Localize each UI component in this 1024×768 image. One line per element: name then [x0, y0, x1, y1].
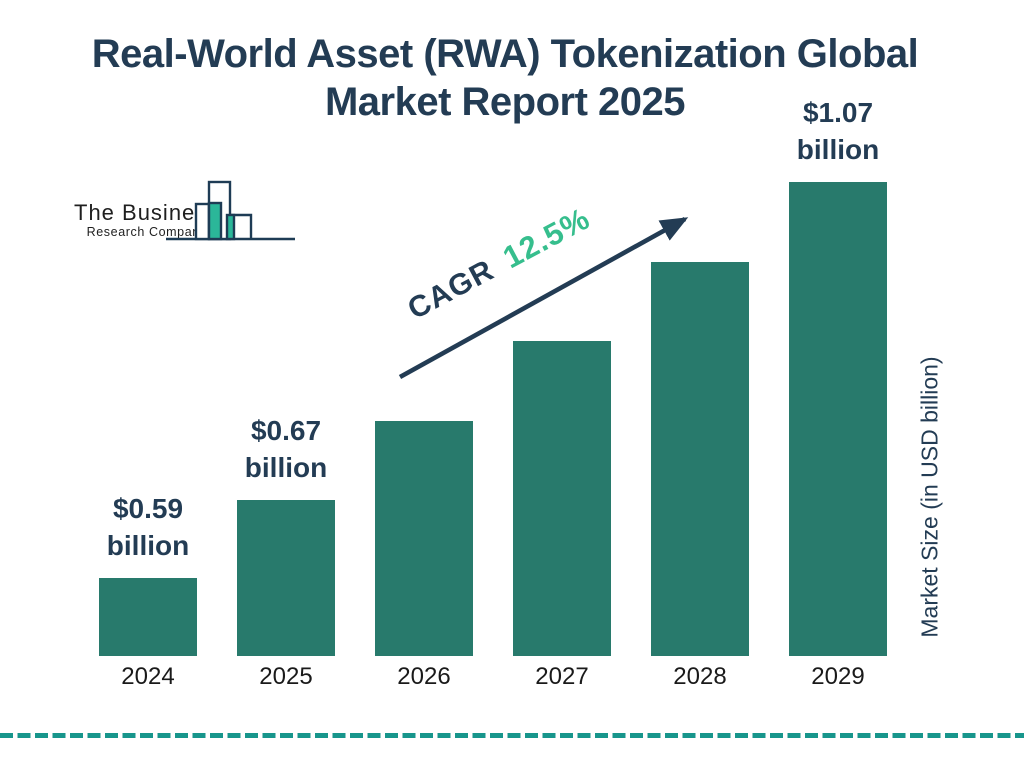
bar-2027: [513, 341, 611, 656]
x-tick-label-2029: 2029: [811, 663, 865, 690]
value-label-2025: $0.67 billion: [217, 412, 355, 486]
bar-2029: [789, 182, 887, 656]
page-title-line2: Market Report 2025: [324, 80, 686, 124]
x-tick-label-2027: 2027: [535, 663, 589, 690]
value-unit: billion: [796, 134, 880, 165]
page-title-line1: Real-World Asset (RWA) Tokenization Glob…: [91, 32, 919, 76]
x-tick-label-2024: 2024: [121, 663, 175, 690]
value-unit: billion: [106, 530, 190, 561]
value-amount: $0.59: [112, 493, 184, 524]
value-label-2024: $0.59 billion: [79, 490, 217, 564]
logo-subname-text: Research Company: [86, 225, 207, 239]
x-tick-label-2028: 2028: [673, 663, 727, 690]
bar-2028: [651, 262, 749, 656]
bar-2026: [375, 421, 473, 656]
bar-2025: [237, 500, 335, 656]
x-tick-label-2025: 2025: [259, 663, 313, 690]
bottom-dashed-divider: [0, 733, 1024, 738]
company-logo: The Business Research Company: [74, 200, 220, 240]
value-unit: billion: [244, 452, 328, 483]
bar-skyline-logo-icon: [166, 180, 295, 241]
value-label-2029: $1.07 billion: [769, 94, 907, 168]
logo-name-text: The Business: [74, 200, 220, 225]
growth-arrow-icon: [398, 216, 689, 380]
y-axis-label: Market Size (in USD billion): [916, 356, 943, 638]
bar-2024: [99, 578, 197, 656]
x-tick-label-2026: 2026: [397, 663, 451, 690]
value-amount: $1.07: [802, 97, 874, 128]
page-title: Real-World Asset (RWA) Tokenization Glob…: [0, 30, 1010, 126]
value-amount: $0.67: [250, 415, 322, 446]
